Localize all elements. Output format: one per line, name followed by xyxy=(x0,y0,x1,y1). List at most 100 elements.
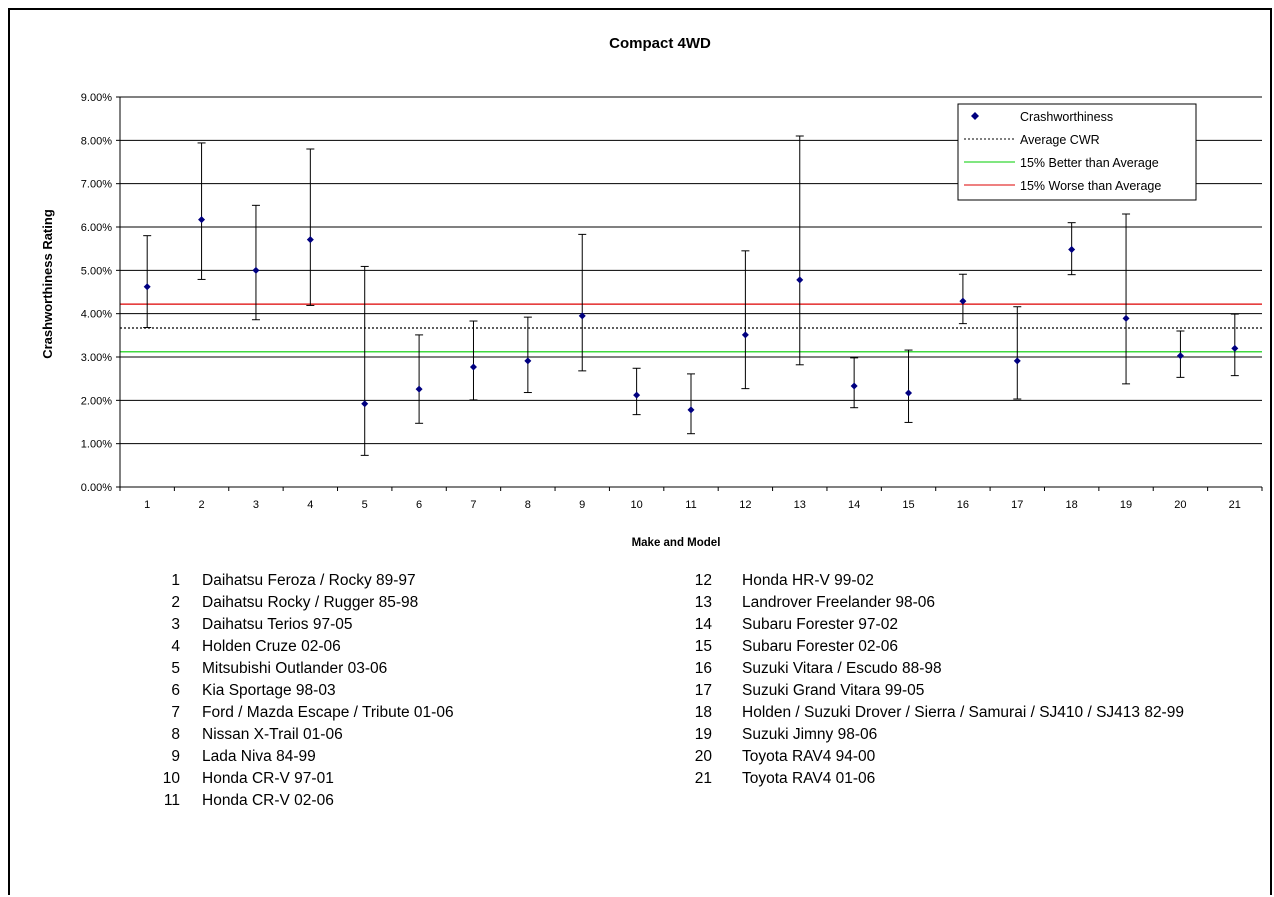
model-list-item: 16 Suzuki Vitara / Escudo 88-98 xyxy=(680,658,1274,680)
model-number: 16 xyxy=(694,660,712,677)
x-tick-label: 11 xyxy=(685,499,696,511)
model-list-right: 12 Honda HR-V 99-02 13 Landrover Freelander… xyxy=(680,570,1274,790)
chart-frame xyxy=(8,8,1272,895)
y-tick-label: 1.00% xyxy=(81,439,112,451)
model-name: Suzuki Jimny 98-06 xyxy=(742,726,878,743)
model-list-item: 2 Daihatsu Rocky / Rugger 85-98 xyxy=(140,592,454,614)
model-number: 12 xyxy=(694,572,712,589)
x-tick-label: 17 xyxy=(1011,499,1023,511)
model-list-item: 3 Daihatsu Terios 97-05 xyxy=(140,614,454,636)
x-tick-label: 1 xyxy=(144,499,150,511)
x-axis-label: Make and Model xyxy=(632,537,721,549)
model-number: 8 xyxy=(171,726,180,743)
model-name: Suzuki Grand Vitara 99-05 xyxy=(742,682,925,699)
y-axis-label: Crashworthiness Rating xyxy=(40,209,55,359)
x-tick-label: 2 xyxy=(199,499,205,511)
data-point xyxy=(1176,352,1184,360)
data-point xyxy=(361,400,369,408)
model-name: Daihatsu Terios 97-05 xyxy=(202,616,353,633)
data-point xyxy=(578,312,586,320)
model-number: 18 xyxy=(694,704,712,721)
model-name: Subaru Forester 02-06 xyxy=(742,638,898,655)
y-tick-label: 9.00% xyxy=(81,92,112,104)
data-point xyxy=(959,297,967,305)
data-point xyxy=(1068,246,1076,254)
model-list-left: 1 Daihatsu Feroza / Rocky 89-97 2 Daihatsu … xyxy=(140,570,454,812)
model-number: 21 xyxy=(694,770,712,787)
data-point xyxy=(1122,314,1130,322)
data-points xyxy=(143,216,1239,414)
model-list-item: 19 Suzuki Jimny 98-06 xyxy=(680,724,1274,746)
model-name: Subaru Forester 97-02 xyxy=(742,616,898,633)
y-tick-label: 3.00% xyxy=(81,352,112,364)
model-list-item: 1 Daihatsu Feroza / Rocky 89-97 xyxy=(140,570,454,592)
model-list-item: 20 Toyota RAV4 94-00 xyxy=(680,746,1274,768)
data-point xyxy=(252,266,260,274)
model-list-item: 17 Suzuki Grand Vitara 99-05 xyxy=(680,680,1274,702)
data-point xyxy=(741,331,749,339)
model-name: Honda HR-V 99-02 xyxy=(742,572,874,589)
x-tick-label: 9 xyxy=(579,499,585,511)
model-name: Suzuki Vitara / Escudo 88-98 xyxy=(742,660,942,677)
data-point xyxy=(687,406,695,414)
chart-svg: Compact 4WD 0.00% 1.00% 2.00% 3.00% 4.00% 5.0… xyxy=(40,35,1263,549)
model-list-item: 10 Honda CR-V 97-01 xyxy=(140,768,454,790)
model-list-item: 12 Honda HR-V 99-02 xyxy=(680,570,1274,592)
data-point xyxy=(524,357,532,365)
x-tick-label: 3 xyxy=(253,499,259,511)
data-point xyxy=(469,363,477,371)
model-name: Daihatsu Feroza / Rocky 89-97 xyxy=(202,572,416,589)
legend: Crashworthiness Average CWR 15% Better t… xyxy=(957,103,1197,201)
model-number: 14 xyxy=(694,616,712,633)
model-name: Holden / Suzuki Drover / Sierra / Samura… xyxy=(742,704,1184,721)
model-name: Honda CR-V 02-06 xyxy=(202,792,334,809)
y-tick-label: 2.00% xyxy=(81,395,112,407)
data-point xyxy=(796,276,804,284)
model-name: Holden Cruze 02-06 xyxy=(202,638,341,655)
model-name: Honda CR-V 97-01 xyxy=(202,770,334,787)
legend-label-worse: 15% Worse than Average xyxy=(1020,179,1161,193)
model-number: 10 xyxy=(162,770,180,787)
model-name: Kia Sportage 98-03 xyxy=(202,682,336,699)
model-number: 5 xyxy=(171,660,180,677)
legend-label-crashworthiness: Crashworthiness xyxy=(1020,110,1113,124)
legend-marker-crashworthiness xyxy=(971,112,979,120)
model-number: 6 xyxy=(171,682,180,699)
y-tick-labels: 0.00% 1.00% 2.00% 3.00% 4.00% 5.00% 6.00% 7.00%… xyxy=(81,92,112,494)
model-number: 19 xyxy=(694,726,712,743)
model-list-item: 5 Mitsubishi Outlander 03-06 xyxy=(140,658,454,680)
model-number: 11 xyxy=(163,792,180,809)
data-point xyxy=(633,391,641,399)
x-tick-label: 14 xyxy=(848,499,860,511)
axes xyxy=(119,97,1263,491)
model-name: Daihatsu Rocky / Rugger 85-98 xyxy=(202,594,419,611)
model-name: Toyota RAV4 01-06 xyxy=(742,770,876,787)
x-tick-labels: 1 2 3 4 5 6 7 8 9 10 11 12 13 14 15 16 17 18 19 20 21 xyxy=(144,499,1241,511)
x-tick-label: 15 xyxy=(902,499,914,511)
y-tick-label: 8.00% xyxy=(81,135,112,147)
x-tick-label: 4 xyxy=(307,499,313,511)
model-number: 1 xyxy=(171,572,180,589)
legend-label-average: Average CWR xyxy=(1020,133,1100,147)
y-tick-label: 6.00% xyxy=(81,222,112,234)
model-name: Mitsubishi Outlander 03-06 xyxy=(202,660,388,677)
model-list-item: 21 Toyota RAV4 01-06 xyxy=(680,768,1274,790)
data-point xyxy=(1231,344,1239,352)
model-name: Nissan X-Trail 01-06 xyxy=(202,726,343,743)
legend-box xyxy=(957,103,1197,201)
data-point xyxy=(850,382,858,390)
model-list-item: 4 Holden Cruze 02-06 xyxy=(140,636,454,658)
model-number: 9 xyxy=(171,748,180,765)
x-tick-label: 8 xyxy=(525,499,531,511)
legend-label-better: 15% Better than Average xyxy=(1020,156,1159,170)
model-list-item: 14 Subaru Forester 97-02 xyxy=(680,614,1274,636)
model-list-item: 13 Landrover Freelander 98-06 xyxy=(680,592,1274,614)
x-tick-label: 12 xyxy=(739,499,751,511)
model-list-item: 18 Holden / Suzuki Drover / Sierra / Samu… xyxy=(680,702,1274,724)
chart-title: Compact 4WD xyxy=(609,35,711,52)
x-tick-label: 5 xyxy=(362,499,368,511)
data-point xyxy=(415,385,423,393)
data-point xyxy=(306,236,314,244)
model-number: 4 xyxy=(171,638,180,655)
model-name: Landrover Freelander 98-06 xyxy=(742,594,936,611)
